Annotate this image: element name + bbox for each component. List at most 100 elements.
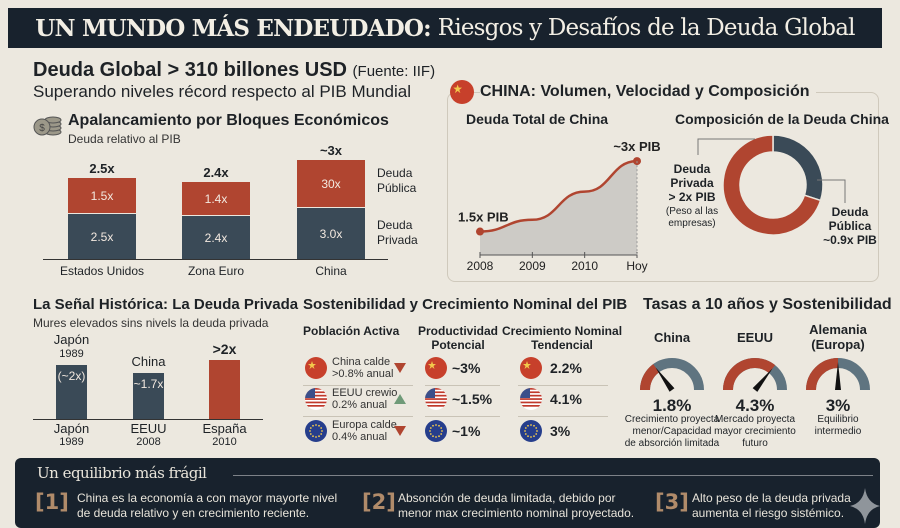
bar-top-name: China <box>131 354 166 370</box>
series-line <box>479 159 638 233</box>
china-title: CHINA: Volumen, Velocidad y Composición <box>480 83 816 101</box>
category-label: España <box>202 421 247 436</box>
trend-up-icon <box>394 394 406 404</box>
gauge-description: Mercado proyecta mayor crecimiento futur… <box>714 414 796 449</box>
gauge <box>640 358 704 392</box>
legend-public: Deuda Pública <box>377 166 417 195</box>
bar-top-name: >2x <box>212 340 237 357</box>
gauge-needle <box>752 368 773 392</box>
category-label: Estados Unidos <box>59 264 145 278</box>
productivity-value: ~1.5% <box>452 391 493 407</box>
category-label: China <box>315 264 347 278</box>
china-flag-icon <box>305 357 327 379</box>
leader-line <box>697 138 755 155</box>
historic-bar <box>209 359 240 419</box>
col-header-population: Población Activa <box>303 324 400 338</box>
gauge-name: China <box>653 330 691 345</box>
bar-top-label: >2x <box>189 342 260 356</box>
axis-line <box>33 419 263 420</box>
bar-top-label: China <box>113 355 184 369</box>
title-bar: UN MUNDO MÁS ENDEUDADO: Riesgos y Desafío… <box>8 8 882 48</box>
category-year: 1989 <box>59 436 84 448</box>
gauge-needle <box>835 362 841 390</box>
end-label: ~3x PIB <box>613 139 660 154</box>
eu-flag-icon <box>305 420 327 442</box>
item-number: [1] <box>35 490 69 514</box>
population-text: EEUU crewio 0.2% anual <box>332 387 398 411</box>
gauge <box>806 358 870 391</box>
donut-private-label: Deuda Privada > 2x PIB <box>668 162 716 204</box>
gauge-value: 1.8% <box>652 396 692 415</box>
coins-icon: $ <box>33 116 62 136</box>
gauge-value: 4.3% <box>735 396 775 415</box>
sparkle-icon <box>850 488 880 524</box>
title-bold: UN MUNDO MÁS ENDEUDADO: <box>35 14 431 42</box>
china-flag-icon <box>520 357 542 379</box>
bar-public-us: 1.5x <box>68 178 136 213</box>
category-label: Japón <box>53 421 90 436</box>
eu-flag-icon <box>425 420 447 442</box>
trend-down-icon <box>394 363 406 373</box>
nominal-growth-value: 4.1% <box>550 391 582 407</box>
gauge-needle <box>655 367 675 392</box>
gauge-description: Crecimiento proyecta menor/Capacidad de … <box>624 414 720 449</box>
slice-public <box>772 134 824 202</box>
usa-flag-icon <box>425 388 447 410</box>
gauge-fill <box>723 358 776 391</box>
gauge-description: Equilibrio intermedio <box>814 414 862 437</box>
svg-text:$: $ <box>39 123 45 134</box>
bar-public-china: 30x <box>297 160 365 207</box>
conclusion-panel: Un equilibrio más frágil [1] China es la… <box>15 458 880 528</box>
x-tick-label: 2010 <box>571 259 598 273</box>
item-number: [3] <box>655 490 689 514</box>
bar-total-label: 2.4x <box>203 165 229 180</box>
source-text: (Fuente: IIF) <box>352 63 436 80</box>
nominal-growth-value: 2.2% <box>550 360 582 376</box>
china-flag-icon <box>450 80 474 104</box>
col-header-nominal: Crecimiento Nominal Tendencial <box>502 324 623 352</box>
row-divider <box>518 416 608 417</box>
x-tick-label: 2009 <box>519 259 546 273</box>
title-rest: Riesgos y Desafíos de la Deuda Global <box>437 15 856 41</box>
conclusion-item: China es la economía a con mayor mayorte… <box>77 491 338 520</box>
col-header-productivity: Productividad Potencial <box>417 324 498 352</box>
bar-top-label: Japón 1989 <box>36 333 107 361</box>
china-debt-donut-chart <box>697 134 846 236</box>
area-fill <box>480 161 637 255</box>
category-year: 2010 <box>212 436 237 448</box>
gauge <box>723 358 787 392</box>
china-debt-line-chart: 2008 2009 2010 Hoy 1.5x PIB ~3x PIB <box>458 139 660 273</box>
conclusion-item: Absonción de deuda limitada, debido por … <box>398 491 635 520</box>
donut-chart-title: Composición de la Deuda China <box>675 111 889 127</box>
bar-top-year: 1989 <box>59 348 84 360</box>
global-subtitle: Superando niveles récord respecto al PIB… <box>33 82 411 101</box>
donut-public-label: Deuda Pública ~0.9x PIB <box>823 205 877 247</box>
china-flag-icon <box>425 357 447 379</box>
gauge-name: EEUU <box>736 330 774 345</box>
row-divider <box>303 385 413 386</box>
gauge-value: 3% <box>825 396 851 415</box>
usa-flag-icon <box>305 388 327 410</box>
nominal-growth-value: 3% <box>550 423 571 439</box>
historic-title: La Señal Histórica: La Deuda Privada <box>33 296 299 313</box>
bar-private-china: 3.0x <box>297 208 365 259</box>
leverage-title: Apalancamiento por Bloques Económicos <box>68 112 389 129</box>
row-divider <box>303 416 413 417</box>
leader-line <box>817 179 846 203</box>
rates-title: Tasas a 10 años y Sostenibilidad <box>643 296 892 313</box>
productivity-value: ~3% <box>452 360 481 376</box>
gauge-fill <box>806 358 839 391</box>
gauge-fill <box>640 364 660 391</box>
historic-subtitle: Mures elevados sins nivels la deuda priv… <box>33 316 269 330</box>
slice-private <box>722 134 822 236</box>
legend-private: Deuda Privada <box>377 218 418 247</box>
bar-top-name: Japón <box>53 332 90 347</box>
trend-down-icon <box>394 426 406 436</box>
data-point <box>476 227 484 236</box>
headline-text: Deuda Global > 310 billones USD <box>33 59 347 81</box>
conclusion-item: Alto peso de la deuda privada aumenta el… <box>692 491 851 520</box>
bar-public-euro: 1.4x <box>182 182 250 215</box>
axis-line <box>43 259 388 260</box>
category-year: 2008 <box>136 436 161 448</box>
row-divider <box>425 416 500 417</box>
